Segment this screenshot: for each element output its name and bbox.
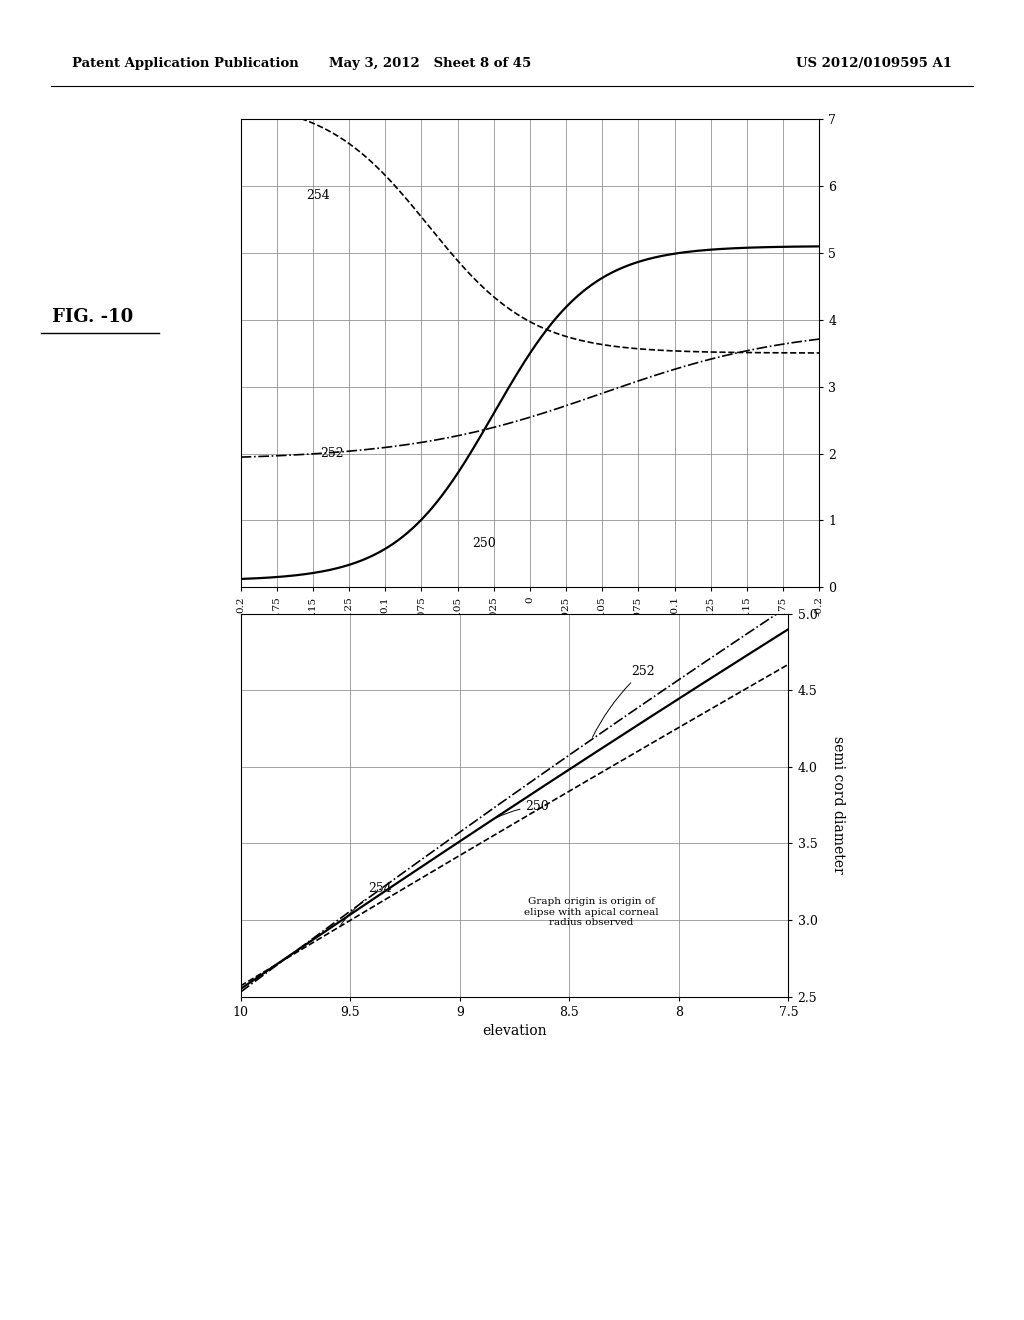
Text: Patent Application Publication: Patent Application Publication bbox=[72, 57, 298, 70]
Text: FIG. -10: FIG. -10 bbox=[51, 308, 133, 326]
Text: Graph origin is origin of
elipse with apical corneal
radius observed: Graph origin is origin of elipse with ap… bbox=[524, 898, 658, 927]
Text: 252: 252 bbox=[321, 447, 344, 459]
Text: 254: 254 bbox=[306, 189, 330, 202]
Text: 252: 252 bbox=[593, 665, 654, 738]
Y-axis label: semi cord diameter: semi cord diameter bbox=[831, 737, 845, 874]
Text: 254: 254 bbox=[341, 883, 391, 924]
Text: US 2012/0109595 A1: US 2012/0109595 A1 bbox=[797, 57, 952, 70]
Text: 250: 250 bbox=[472, 537, 496, 550]
Text: 250: 250 bbox=[496, 800, 549, 818]
Text: May 3, 2012   Sheet 8 of 45: May 3, 2012 Sheet 8 of 45 bbox=[329, 57, 531, 70]
X-axis label: elevation: elevation bbox=[482, 1024, 547, 1039]
